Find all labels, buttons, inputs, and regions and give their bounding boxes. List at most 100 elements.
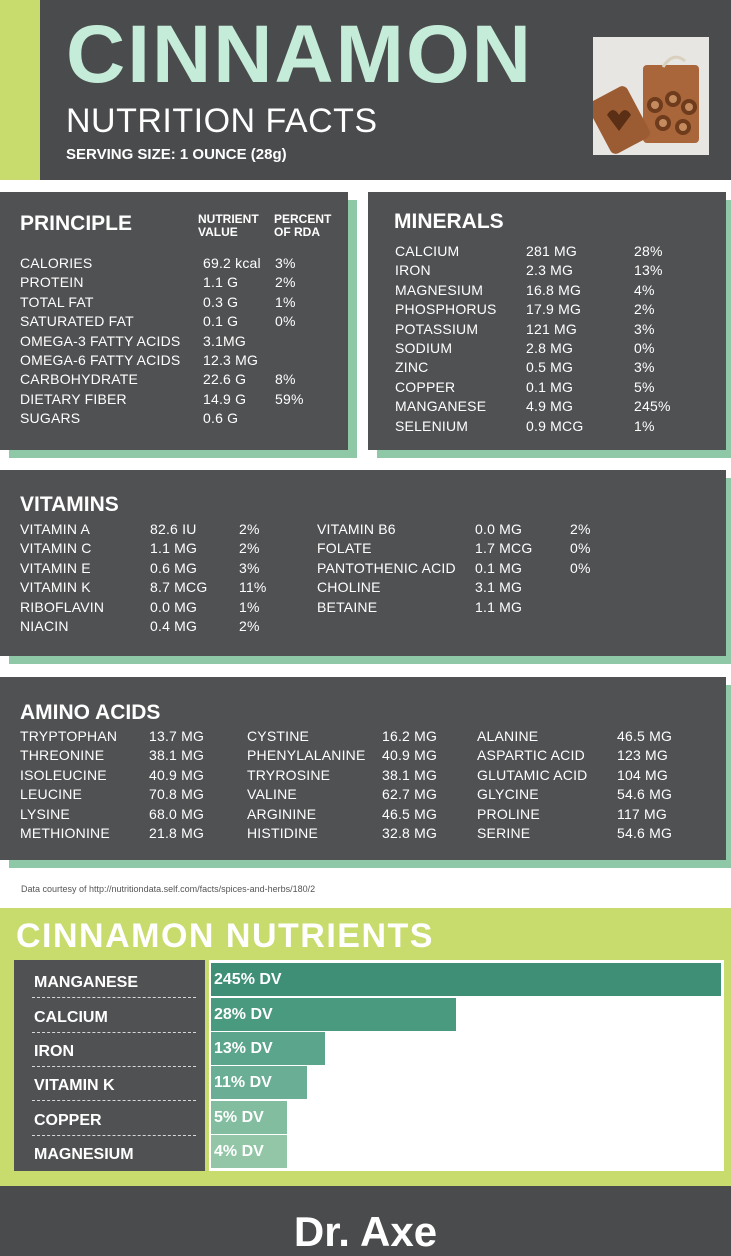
vitamin-name: FOLATE bbox=[317, 540, 372, 557]
vitamin-name: CHOLINE bbox=[317, 579, 381, 596]
col-header-line: NUTRIENT bbox=[198, 212, 259, 226]
mineral-name: POTASSIUM bbox=[395, 320, 479, 337]
amino-name: METHIONINE bbox=[20, 825, 110, 841]
vitamin-name: RIBOFLAVIN bbox=[20, 598, 105, 615]
mineral-name: SELENIUM bbox=[395, 417, 469, 434]
mineral-value: 121 MG bbox=[526, 320, 577, 337]
amino-value: 70.8 MG bbox=[149, 786, 205, 803]
principle-value: 0.6 G bbox=[203, 410, 239, 427]
mineral-name: ZINC bbox=[395, 359, 429, 376]
vitamins-panel: VITAMINS VITAMIN A 82.6 IU 2% VITAMIN C 1.1 … bbox=[0, 470, 726, 656]
mineral-name: CALCIUM bbox=[395, 243, 460, 259]
principle-value: 69.2 kcal bbox=[203, 255, 261, 271]
nutrient-label: VITAMIN K bbox=[34, 1077, 115, 1094]
page-subtitle: NUTRITION FACTS bbox=[66, 102, 378, 140]
vitamin-value: 82.6 IU bbox=[150, 521, 197, 537]
amino-name: VALINE bbox=[247, 786, 297, 803]
principle-value: 14.9 G bbox=[203, 390, 247, 407]
principle-rda: 8% bbox=[275, 371, 296, 388]
minerals-panel: MINERALS CALCIUM 281 MG 28% IRON 2.3 MG 13% MA… bbox=[368, 192, 726, 450]
principle-value: 1.1 G bbox=[203, 274, 239, 291]
bar-manganese bbox=[211, 963, 721, 996]
amino-value: 54.6 MG bbox=[617, 786, 673, 803]
amino-name: TRYPTOPHAN bbox=[20, 728, 118, 744]
amino-name: GLUTAMIC ACID bbox=[477, 766, 588, 783]
amino-value: 46.5 MG bbox=[617, 728, 673, 744]
principle-value: 0.3 G bbox=[203, 293, 239, 310]
vitamin-name: BETAINE bbox=[317, 598, 378, 615]
mineral-rda: 13% bbox=[634, 262, 663, 279]
bar-value-label: 5% DV bbox=[214, 1109, 264, 1126]
amino-name: PHENYLALANINE bbox=[247, 747, 366, 764]
page-title: CINNAMON bbox=[66, 9, 533, 100]
col-header-line: OF RDA bbox=[274, 224, 320, 239]
vitamin-rda: 2% bbox=[239, 540, 260, 557]
amino-value: 123 MG bbox=[617, 747, 668, 764]
mineral-rda: 3% bbox=[634, 320, 655, 337]
bar-iron bbox=[211, 1032, 325, 1065]
vitamin-name: VITAMIN E bbox=[20, 559, 91, 576]
vitamin-rda: 2% bbox=[239, 521, 260, 537]
footer-band bbox=[0, 1186, 731, 1256]
vitamin-value: 0.1 MG bbox=[475, 559, 523, 576]
vitamin-name: VITAMIN C bbox=[20, 540, 92, 557]
principle-rda: 1% bbox=[275, 293, 296, 310]
amino-panel: AMINO ACIDS TRYPTOPHAN 13.7 MG THREONINE 38… bbox=[0, 677, 726, 860]
mineral-name: IRON bbox=[395, 262, 431, 279]
vitamin-value: 0.6 MG bbox=[150, 559, 198, 576]
mineral-value: 2.3 MG bbox=[526, 262, 574, 279]
amino-value: 16.2 MG bbox=[382, 728, 438, 744]
mineral-rda: 2% bbox=[634, 301, 655, 318]
header-band: CINNAMON NUTRITION FACTS SERVING SIZE: 1… bbox=[0, 0, 731, 180]
principle-panel: PRINCIPLE NUTRIENT VALUE PERCENT OF RDA … bbox=[0, 192, 348, 450]
serving-size: SERVING SIZE: 1 OUNCE (28g) bbox=[66, 146, 287, 163]
principle-rda: 3% bbox=[275, 255, 296, 271]
row-divider bbox=[32, 1135, 196, 1136]
nutrient-label: MANGANESE bbox=[34, 974, 139, 991]
principle-rda: 2% bbox=[275, 274, 296, 291]
principle-rda: 59% bbox=[275, 390, 304, 407]
principle-name: CALORIES bbox=[20, 255, 93, 271]
minerals-heading: MINERALS bbox=[394, 210, 504, 233]
mineral-name: MANGANESE bbox=[395, 398, 487, 415]
vitamin-value: 1.7 MCG bbox=[475, 540, 533, 557]
cinnamon-sticks-image bbox=[593, 37, 709, 155]
mineral-value: 4.9 MG bbox=[526, 398, 574, 415]
mineral-rda: 1% bbox=[634, 417, 655, 434]
amino-value: 38.1 MG bbox=[149, 747, 205, 764]
principle-value: 12.3 MG bbox=[203, 352, 259, 368]
mineral-rda: 3% bbox=[634, 359, 655, 376]
nutrient-label: IRON bbox=[34, 1043, 74, 1060]
mineral-rda: 4% bbox=[634, 281, 655, 298]
mineral-value: 281 MG bbox=[526, 243, 577, 259]
nutrients-title: CINNAMON NUTRIENTS bbox=[16, 917, 434, 955]
mineral-name: SODIUM bbox=[395, 340, 453, 356]
vitamin-value: 8.7 MCG bbox=[150, 579, 208, 596]
mineral-value: 17.9 MG bbox=[526, 301, 582, 318]
dr-axe-logo: Dr. Axe bbox=[293, 1208, 438, 1255]
vitamin-name: VITAMIN B6 bbox=[317, 521, 396, 537]
mineral-name: PHOSPHORUS bbox=[395, 301, 497, 318]
vitamin-rda: 11% bbox=[239, 579, 267, 596]
amino-value: 40.9 MG bbox=[382, 747, 438, 764]
amino-value: 62.7 MG bbox=[382, 786, 438, 803]
vitamin-value: 0.4 MG bbox=[150, 618, 198, 634]
amino-name: CYSTINE bbox=[247, 728, 310, 744]
vitamin-rda: 2% bbox=[570, 521, 591, 537]
bar-magnesium bbox=[211, 1135, 287, 1168]
mineral-rda: 245% bbox=[634, 398, 671, 415]
amino-name: ASPARTIC ACID bbox=[477, 747, 585, 764]
principle-name: CARBOHYDRATE bbox=[20, 371, 139, 388]
amino-name: PROLINE bbox=[477, 805, 540, 822]
nutrient-label: CALCIUM bbox=[34, 1009, 108, 1026]
mineral-name: COPPER bbox=[395, 378, 456, 395]
bar-value-label: 11% DV bbox=[214, 1074, 272, 1091]
vitamin-name: VITAMIN K bbox=[20, 579, 91, 596]
mineral-value: 2.8 MG bbox=[526, 340, 574, 356]
row-divider bbox=[32, 997, 196, 998]
data-source-note: Data courtesy of http://nutritiondata.se… bbox=[21, 884, 316, 894]
amino-name: ISOLEUCINE bbox=[20, 766, 107, 783]
amino-name: TRYROSINE bbox=[247, 766, 331, 783]
amino-value: 104 MG bbox=[617, 766, 668, 783]
bar-value-label: 13% DV bbox=[214, 1040, 273, 1057]
